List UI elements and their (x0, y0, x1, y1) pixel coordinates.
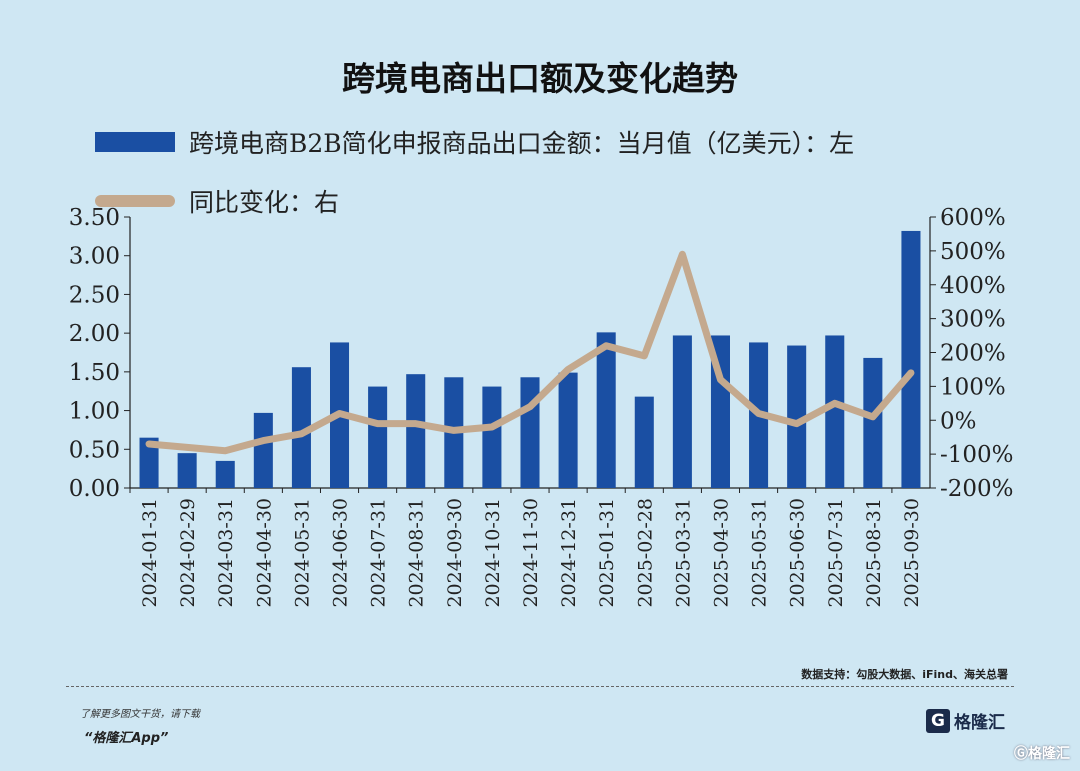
legend-label-bar: 跨境电商B2B简化申报商品出口金额：当月值（亿美元）：左 (189, 129, 855, 158)
x-tick-label: 2024-06-30 (330, 498, 352, 608)
x-tick-label: 2024-10-31 (482, 498, 504, 608)
y-right-tick-label: -100% (940, 442, 1014, 468)
x-tick-label: 2025-01-31 (596, 498, 618, 608)
x-tick-label: 2025-09-30 (901, 498, 923, 608)
x-tick-label: 2024-05-31 (291, 498, 313, 608)
y-right-tick-label: 200% (940, 341, 1006, 367)
y-left-tick-label: 1.50 (69, 360, 120, 386)
footer-promo-text: 了解更多图文干货，请下载 (80, 709, 200, 720)
x-tick-label: 2024-03-31 (215, 498, 237, 608)
y-left-tick-label: 3.00 (69, 244, 120, 270)
y-left-tick-label: 1.00 (69, 399, 120, 425)
y-right-tick-label: 500% (940, 239, 1006, 265)
x-tick-label: 2025-07-31 (825, 498, 847, 608)
bar (177, 453, 197, 488)
legend-item-bar: 跨境电商B2B简化申报商品出口金额：当月值（亿美元）：左 (95, 124, 854, 160)
legend-label-line: 同比变化：右 (189, 188, 340, 217)
bar (634, 396, 654, 488)
bar (901, 230, 921, 489)
x-tick-label: 2024-08-31 (406, 498, 428, 608)
bar (596, 332, 616, 488)
brand-g-icon: G (926, 708, 950, 733)
y-right-tick-label: 600% (940, 205, 1006, 231)
bar (863, 357, 883, 488)
y-left-tick-label: 2.00 (69, 321, 120, 347)
bar (520, 377, 540, 488)
x-tick-label: 2025-04-30 (710, 498, 732, 608)
x-tick-label: 2024-11-30 (520, 498, 542, 608)
bar (253, 412, 273, 488)
x-tick-label: 2024-02-29 (177, 498, 199, 608)
source-note: 数据支持：勾股大数据、iFind、海关总署 (801, 668, 1008, 681)
chart-title: 跨境电商出口额及变化趋势 (342, 59, 738, 98)
legend-item-line: 同比变化：右 (95, 183, 339, 219)
bar (368, 386, 388, 488)
x-tick-label: 2025-02-28 (634, 498, 656, 608)
x-tick-label: 2024-09-30 (444, 498, 466, 608)
brand-logo: G 格隆汇 (926, 708, 1005, 733)
bar (291, 367, 311, 488)
x-tick-label: 2025-06-30 (787, 498, 809, 608)
bar (558, 372, 578, 488)
x-tick-label: 2025-05-31 (749, 498, 771, 608)
y-right-tick-label: -200% (940, 476, 1014, 502)
y-left-tick-label: 3.50 (69, 205, 120, 231)
x-tick-label: 2024-12-31 (558, 498, 580, 608)
footer-divider (66, 686, 1014, 687)
yoy-line (145, 250, 915, 455)
bar (215, 460, 235, 488)
y-left-tick-label: 2.50 (69, 282, 120, 308)
chart-plot: 0.00 0.50 1.00 1.50 2.00 2.50 3.00 3.50 -200% -10… (69, 205, 1014, 608)
y-left-tick-label: 0.50 (69, 437, 120, 463)
bar (825, 335, 845, 488)
x-tick-label: 2025-03-31 (672, 498, 694, 608)
legend-swatch-bar (95, 132, 175, 152)
y-right-tick-label: 300% (940, 307, 1006, 333)
corner-watermark: Ⓖ格隆汇 (1014, 746, 1070, 762)
bar (787, 345, 807, 488)
x-tick-label: 2024-01-31 (139, 498, 161, 608)
bar (406, 374, 426, 488)
y-right-tick-label: 400% (940, 273, 1006, 299)
x-tick-label: 2024-07-31 (368, 498, 390, 608)
y-right-tick-label: 0% (940, 408, 977, 434)
y-left-tick-label: 0.00 (69, 476, 120, 502)
legend-swatch-line (95, 195, 175, 207)
bar (139, 437, 159, 488)
x-tick-label: 2024-04-30 (253, 498, 275, 608)
y-right-tick-label: 100% (940, 374, 1006, 400)
bar (482, 386, 502, 488)
bar (672, 335, 692, 488)
x-tick-label: 2025-08-31 (863, 498, 885, 608)
brand-name: 格隆汇 (954, 713, 1005, 733)
footer-app-name: “格隆汇App” (84, 731, 169, 746)
